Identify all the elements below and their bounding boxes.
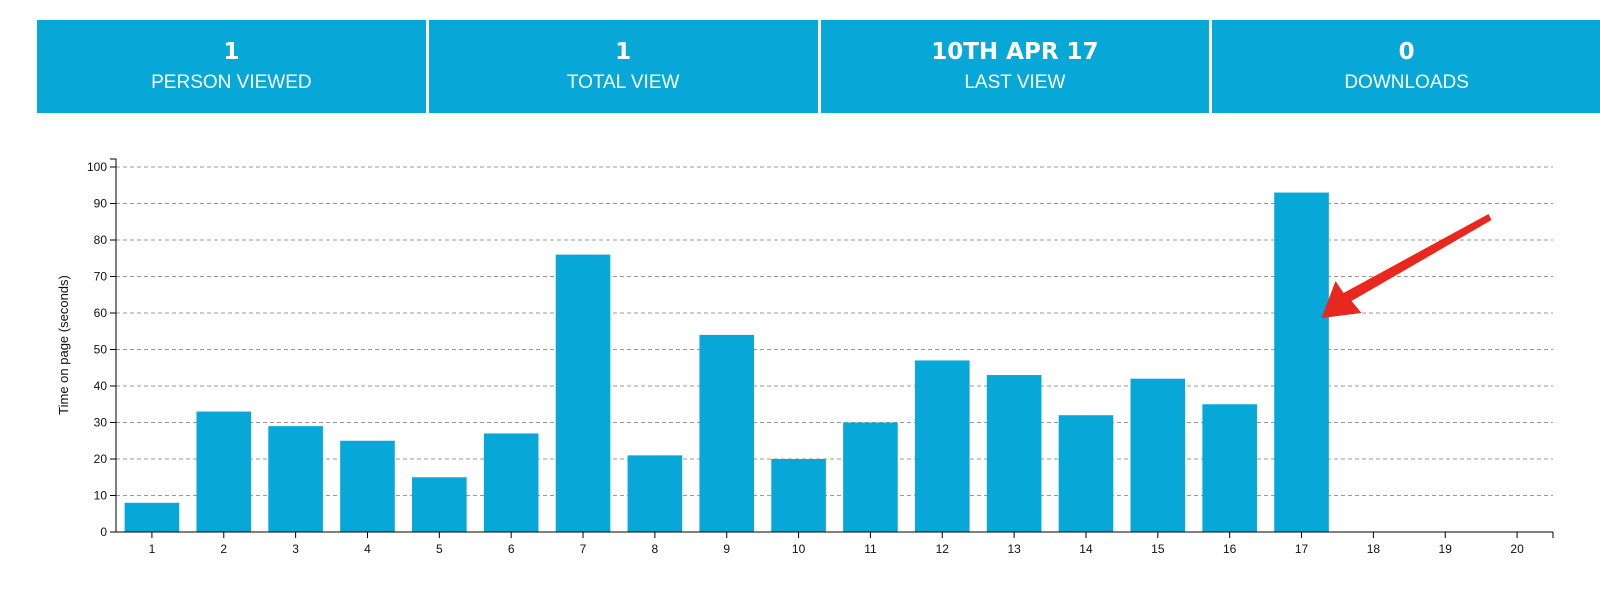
axes [110, 158, 1554, 538]
y-tick-label: 100 [87, 160, 107, 174]
x-tick-label: 7 [580, 542, 587, 556]
bar [627, 455, 683, 532]
stat-value: 0 [1398, 38, 1415, 65]
bar [1130, 378, 1186, 532]
x-tick-label: 15 [1151, 542, 1165, 556]
y-tick-label: 10 [94, 489, 108, 503]
x-tick-label: 12 [936, 542, 950, 556]
stat-downloads: 0 DOWNLOADS [1212, 20, 1600, 113]
stats-bar: 1 PERSON VIEWED 1 TOTAL VIEW 10TH APR 17… [37, 20, 1600, 113]
stat-total-view: 1 TOTAL VIEW [428, 20, 821, 113]
x-tick-label: 4 [364, 542, 371, 556]
x-tick-label: 8 [652, 542, 659, 556]
x-tick-label: 10 [792, 542, 806, 556]
bar [1274, 192, 1329, 533]
stat-value: 10TH APR 17 [931, 38, 1099, 65]
bar [412, 477, 467, 532]
x-tick-label: 20 [1510, 542, 1524, 556]
bar [268, 426, 323, 532]
y-tick-label: 50 [94, 343, 108, 357]
stat-label: PERSON VIEWED [151, 71, 312, 93]
y-tick-label: 30 [94, 416, 108, 430]
stat-person-viewed: 1 PERSON VIEWED [37, 20, 429, 113]
y-tick-label: 40 [94, 379, 108, 393]
x-tick-label: 19 [1439, 542, 1453, 556]
x-tick-label: 17 [1295, 542, 1309, 556]
stat-value: 1 [615, 38, 632, 65]
bars [124, 192, 1329, 533]
axis-line [110, 158, 1553, 533]
y-axis-title: Time on page (seconds) [56, 275, 71, 415]
y-tick-label: 0 [100, 525, 107, 539]
y-tick-label: 20 [94, 452, 108, 466]
x-tick-label: 18 [1367, 542, 1381, 556]
x-tick-label: 9 [723, 542, 730, 556]
bar [340, 440, 395, 532]
bar [483, 433, 539, 532]
x-tick-label: 5 [436, 542, 443, 556]
y-tick-label: 90 [94, 197, 108, 211]
bar [843, 422, 898, 532]
bar [914, 360, 970, 532]
y-tick-label: 60 [94, 306, 108, 320]
arrow-shape [1321, 214, 1492, 318]
y-tick-label: 70 [94, 270, 108, 284]
bar [699, 334, 755, 532]
stat-label: TOTAL VIEW [566, 71, 680, 93]
x-tick-label: 3 [292, 542, 299, 556]
stat-label: LAST VIEW [964, 71, 1066, 93]
x-tick-label: 2 [220, 542, 227, 556]
stat-value: 1 [223, 38, 240, 65]
gridlines [116, 166, 1553, 496]
bar [1202, 404, 1257, 532]
x-tick-label: 6 [508, 542, 515, 556]
stat-label: DOWNLOADS [1344, 71, 1469, 93]
x-tick-label: 16 [1223, 542, 1237, 556]
annotation-arrow [1321, 214, 1492, 318]
bar [1058, 415, 1114, 532]
bar [986, 375, 1042, 532]
bar [124, 502, 180, 532]
bar [771, 459, 826, 532]
bar [555, 254, 611, 532]
x-tick-label: 1 [149, 542, 156, 556]
y-tick-label: 80 [94, 233, 108, 247]
stat-last-view: 10TH APR 17 LAST VIEW [820, 20, 1213, 113]
bar [196, 411, 252, 532]
x-tick-label: 14 [1079, 542, 1093, 556]
x-tick-label: 13 [1007, 542, 1021, 556]
x-tick-label: 11 [864, 542, 877, 556]
